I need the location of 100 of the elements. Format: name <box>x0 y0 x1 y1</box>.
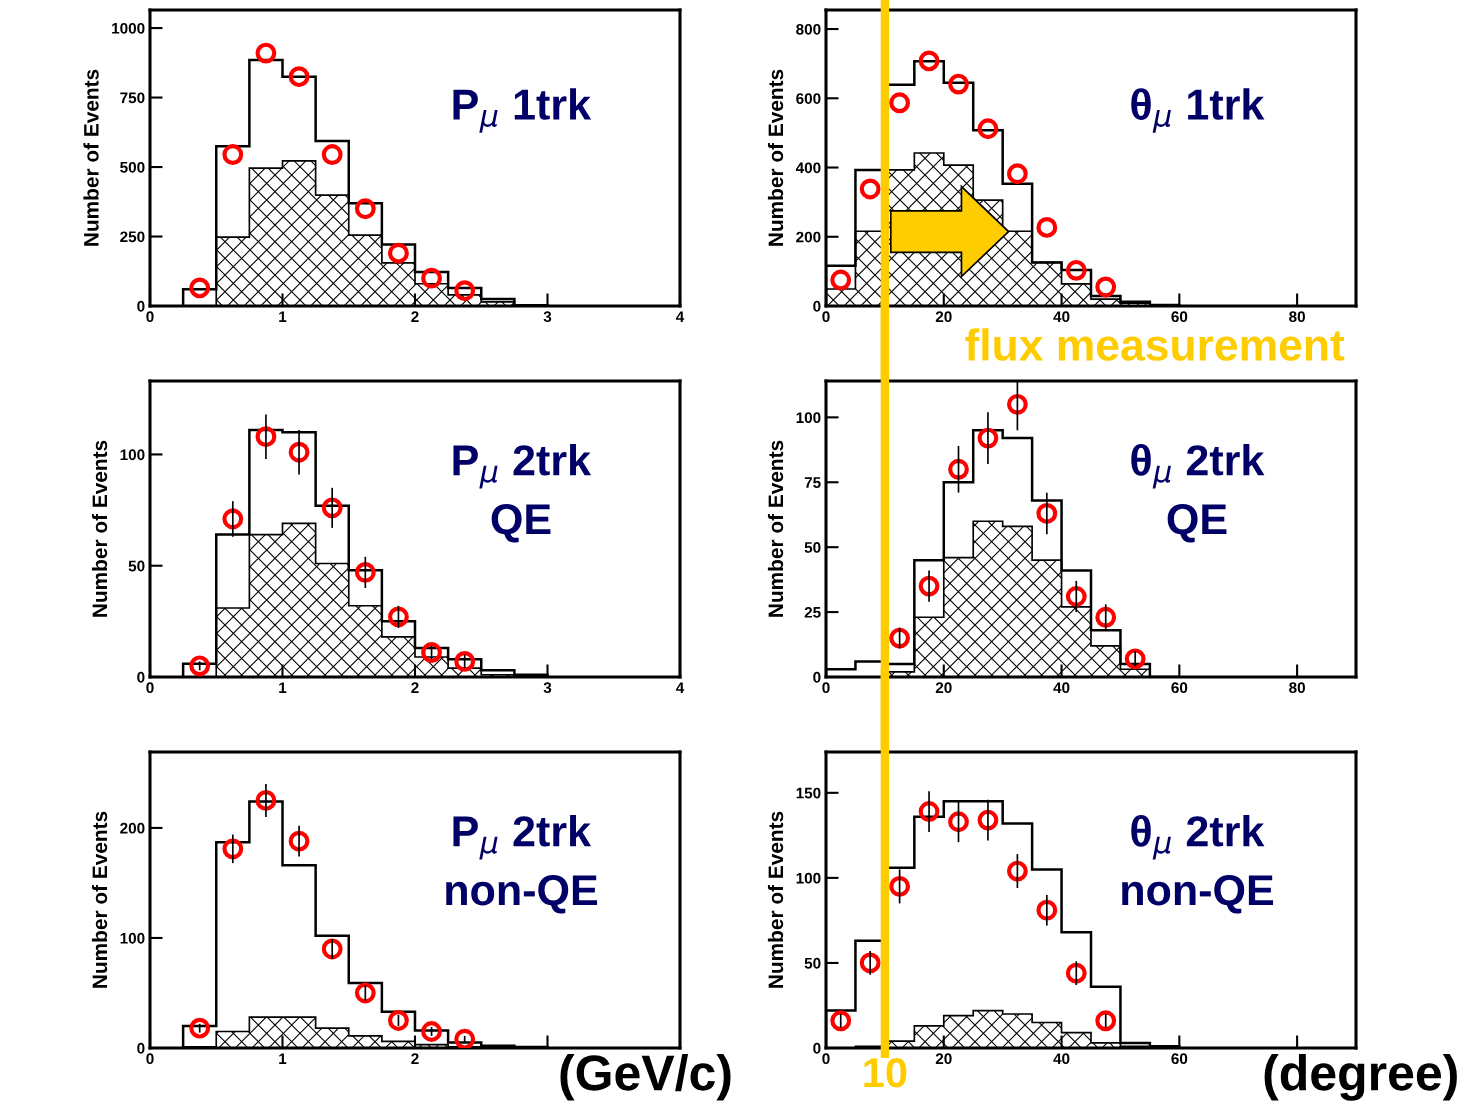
x-axis-title: (degree) <box>1264 1053 1457 1101</box>
y-tick-label: 50 <box>804 542 821 553</box>
y-axis-title: Number of Events <box>83 69 99 246</box>
y-tick-label: 800 <box>796 23 821 35</box>
point <box>1095 276 1117 298</box>
y-tick-label: 200 <box>120 822 145 834</box>
x-tick-label: 80 <box>1289 311 1305 323</box>
y-axis-title: Number of Events <box>767 440 784 617</box>
y-tick-label: 100 <box>120 449 145 461</box>
x-tick-label: 60 <box>1171 682 1188 694</box>
annotation: P$_{μ}$ 2trk QE <box>453 444 592 543</box>
text: flux measurement <box>965 328 1345 361</box>
point <box>948 73 969 95</box>
point <box>388 242 409 264</box>
y-tick-label: 0 <box>813 1042 821 1054</box>
x-tick-label: 0 <box>822 1053 830 1065</box>
annotation: θ$_{μ}$ 2trk non-QE <box>1122 815 1274 914</box>
point <box>1095 1010 1117 1032</box>
y-axis-title: Number of Events <box>767 69 784 246</box>
x-tick-label: 0 <box>822 682 830 694</box>
x-tick-label: 0 <box>146 311 154 323</box>
x-tick-label: 40 <box>1053 1053 1070 1065</box>
x-tick-label: 20 <box>935 682 952 694</box>
x-tick-label: 4 <box>675 311 685 322</box>
x-tick-label: 0 <box>146 1053 154 1065</box>
x-tick-label: 0 <box>822 311 830 323</box>
point <box>830 269 852 291</box>
x-tick-label: 2 <box>411 1053 419 1064</box>
point <box>454 280 476 302</box>
point <box>421 1021 442 1042</box>
point <box>189 1017 211 1039</box>
y-tick-label: 750 <box>120 92 145 104</box>
y-tick-label: 1000 <box>112 22 145 34</box>
y-tick-label: 100 <box>120 932 145 944</box>
x-tick-label: 80 <box>1289 682 1305 694</box>
y-tick-label: 50 <box>804 957 821 969</box>
point <box>222 144 244 165</box>
x-tick-label: 1 <box>279 311 287 322</box>
point <box>889 92 911 114</box>
y-tick-label: 200 <box>796 231 821 243</box>
annotation: θ$_{μ}$ 1trk <box>1131 88 1265 133</box>
y-tick-label: 50 <box>128 560 145 572</box>
x-tick-label: 1 <box>279 682 287 693</box>
point <box>1006 393 1028 415</box>
point <box>321 144 343 165</box>
y-axis-title: Number of Events <box>91 440 108 617</box>
point <box>454 651 476 672</box>
x-tick-label: 4 <box>675 682 685 693</box>
point <box>255 42 277 64</box>
point <box>889 627 911 649</box>
point <box>1036 216 1058 238</box>
x-tick-label: 20 <box>935 311 952 323</box>
x-tick-label: 60 <box>1171 311 1188 323</box>
point <box>354 982 376 1004</box>
point <box>1006 163 1028 185</box>
y-axis-title: Number of Events <box>91 811 108 988</box>
point <box>889 875 911 897</box>
point <box>354 198 376 220</box>
y-tick-label: 0 <box>813 671 821 683</box>
point <box>189 655 211 677</box>
x-tick-label: 20 <box>935 1053 952 1065</box>
point <box>918 50 940 72</box>
y-tick-label: 0 <box>813 300 821 312</box>
x-tick-label: 60 <box>1171 1053 1188 1065</box>
y-tick-label: 600 <box>796 93 821 104</box>
point <box>388 1010 409 1031</box>
y-tick-label: 400 <box>795 162 821 174</box>
point <box>1065 259 1087 281</box>
x-tick-label: 1 <box>279 1053 287 1064</box>
point <box>454 1028 476 1048</box>
point <box>388 606 409 628</box>
x-axis-title: (GeV/c) <box>560 1053 731 1101</box>
y-tick-label: 100 <box>796 412 821 424</box>
point <box>830 1010 852 1032</box>
point <box>421 267 442 289</box>
y-tick-label: 0 <box>137 300 145 312</box>
y-tick-label: 500 <box>120 161 145 173</box>
point <box>859 178 881 200</box>
y-tick-label: 100 <box>796 872 821 884</box>
point <box>288 66 310 88</box>
ref-line-label: 10 <box>864 1057 907 1088</box>
y-tick-label: 150 <box>796 787 821 799</box>
x-tick-label: 2 <box>411 311 419 322</box>
x-tick-label: 3 <box>543 311 552 323</box>
point <box>189 277 211 299</box>
annotation: P$_{μ}$ 2trk non-QE <box>446 815 598 914</box>
x-tick-label: 40 <box>1053 682 1070 694</box>
y-tick-label: 0 <box>137 1042 145 1054</box>
y-tick-label: 75 <box>804 477 821 488</box>
annotation: P$_{μ}$ 1trk <box>453 88 592 133</box>
y-tick-label: 250 <box>120 231 145 243</box>
y-tick-label: 0 <box>137 671 145 683</box>
annotation: θ$_{μ}$ 2trk QE <box>1131 444 1265 543</box>
x-tick-label: 40 <box>1053 311 1070 323</box>
point <box>421 642 442 663</box>
point <box>977 118 999 140</box>
x-tick-label: 0 <box>146 682 154 694</box>
x-tick-label: 3 <box>543 682 552 694</box>
x-tick-label: 2 <box>411 682 419 693</box>
y-tick-label: 25 <box>804 606 821 618</box>
